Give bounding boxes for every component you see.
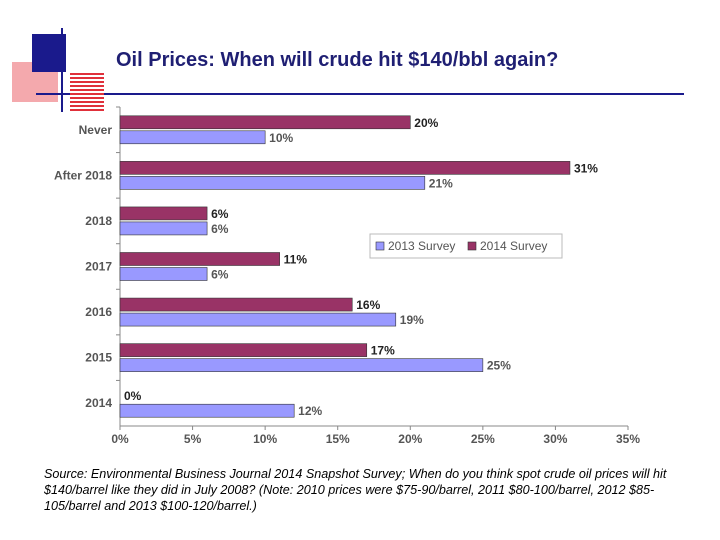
bar-2014-survey: [119, 252, 280, 266]
deco-blue-square: [32, 34, 66, 72]
data-label: 19%: [400, 313, 424, 327]
legend-box: [369, 233, 563, 259]
bar-2013-survey: [119, 176, 426, 190]
legend-label: 2013 Survey: [388, 239, 455, 253]
bar-2013-survey: [119, 267, 208, 281]
x-tick-label: 0%: [111, 432, 129, 446]
data-label: 16%: [356, 298, 380, 312]
x-tick-label: 30%: [543, 432, 567, 446]
bar-2013-survey: [119, 358, 484, 372]
data-label: 0%: [124, 389, 142, 403]
category-label: 2018: [85, 214, 112, 228]
bar-2014-survey: [119, 161, 571, 175]
category-label: Never: [79, 123, 113, 137]
data-label: 6%: [211, 222, 229, 236]
data-label: 12%: [298, 404, 322, 418]
legend-label: 2014 Survey: [480, 239, 547, 253]
category-label: After 2018: [54, 168, 112, 182]
category-label: 2014: [85, 396, 112, 410]
deco-vertical-line: [61, 28, 63, 112]
data-label: 17%: [371, 344, 395, 358]
bar-2014-survey: [119, 297, 353, 312]
data-label: 11%: [284, 253, 308, 267]
x-tick-label: 25%: [471, 432, 495, 446]
x-tick-label: 5%: [184, 432, 202, 446]
legend-swatch: [467, 241, 477, 251]
x-tick-label: 20%: [398, 432, 422, 446]
category-label: 2015: [85, 351, 112, 365]
slide-title: Oil Prices: When will crude hit $140/bbl…: [116, 49, 559, 71]
deco-horizontal-line: [36, 93, 684, 95]
data-label: 20%: [414, 116, 438, 130]
bar-2014-survey: [119, 343, 368, 357]
bar-2013-survey: [119, 312, 397, 327]
data-label: 31%: [574, 161, 598, 175]
category-label: 2017: [85, 260, 112, 274]
bar-2013-survey: [119, 221, 208, 236]
data-label: 25%: [487, 359, 511, 373]
source-note: Source: Environmental Business Journal 2…: [44, 467, 667, 513]
bar-2014-survey: [119, 115, 411, 130]
x-tick-label: 35%: [616, 432, 640, 446]
x-tick-label: 15%: [326, 432, 350, 446]
x-tick-label: 10%: [253, 432, 277, 446]
data-label: 6%: [211, 268, 229, 282]
bar-2013-survey: [119, 403, 295, 418]
data-label: 6%: [211, 207, 229, 221]
data-label: 21%: [429, 176, 453, 190]
legend-swatch: [375, 241, 385, 251]
deco-red-stripes: [70, 73, 104, 111]
bar-2014-survey: [119, 206, 208, 221]
data-label: 10%: [269, 131, 293, 145]
category-label: 2016: [85, 305, 112, 319]
bar-2013-survey: [119, 130, 266, 145]
